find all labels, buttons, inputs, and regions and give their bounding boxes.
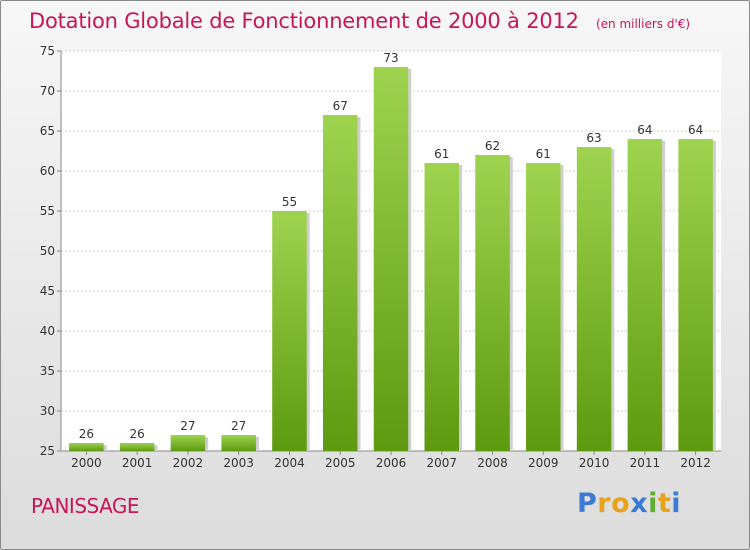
proxiti-logo[interactable]: Proxiti	[577, 488, 681, 519]
bar-layer	[69, 67, 716, 451]
x-tick-label: 2010	[579, 456, 610, 470]
logo-letter: i	[671, 488, 682, 519]
bar-2012	[678, 139, 713, 451]
value-label: 73	[383, 51, 398, 65]
y-tick-label: 50	[40, 244, 55, 258]
bar-2007	[424, 163, 460, 451]
logo-letter: x	[630, 488, 649, 519]
x-tick-label: 2011	[630, 456, 661, 470]
x-tick-label: 2002	[173, 456, 204, 470]
bar-2009	[526, 163, 561, 451]
value-label: 62	[485, 139, 500, 153]
logo-letter: t	[657, 488, 672, 519]
value-label: 64	[637, 123, 652, 137]
y-tick-label: 45	[40, 284, 55, 298]
value-label: 26	[130, 427, 145, 441]
logo-letter: r	[597, 488, 612, 519]
logo-letter: i	[648, 488, 658, 519]
value-label: 27	[231, 419, 246, 433]
bar-2010	[576, 147, 612, 451]
logo-letter: o	[611, 488, 631, 519]
y-tick-label: 55	[40, 204, 55, 218]
label-layer: 26 2000 26 2001 27 2002 27 2003 55 2004 67 2005 73 20…	[71, 51, 711, 470]
bar-2002	[170, 435, 206, 451]
bar-2004	[272, 211, 307, 451]
x-tick-label: 2007	[426, 456, 457, 470]
y-tick-label: 25	[40, 444, 55, 458]
x-tick-label: 2004	[274, 456, 305, 470]
bar-2000	[69, 443, 104, 451]
x-tick-label: 2012	[680, 456, 711, 470]
chart-unit: (en milliers d'€)	[595, 17, 691, 31]
x-tick-label: 2001	[122, 456, 153, 470]
bar-2006	[373, 67, 409, 451]
value-label: 67	[333, 99, 348, 113]
title-row: Dotation Globale de Fonctionnement de 20…	[29, 9, 690, 33]
value-label: 63	[586, 131, 601, 145]
value-label: 61	[536, 147, 551, 161]
x-tick-label: 2009	[528, 456, 559, 470]
chart-title: Dotation Globale de Fonctionnement de 20…	[29, 9, 579, 33]
y-tick-label: 30	[40, 404, 55, 418]
commune-name: PANISSAGE	[31, 494, 140, 518]
axis-layer: 25 30 35 40 45 50 55 60 65 70 75	[40, 44, 721, 458]
y-tick-label: 35	[40, 364, 55, 378]
x-tick-label: 2006	[376, 456, 407, 470]
value-label: 64	[688, 123, 703, 137]
y-tick-label: 75	[40, 44, 55, 58]
bar-2001	[119, 443, 155, 451]
bar-2008	[475, 155, 510, 451]
x-tick-label: 2003	[223, 456, 254, 470]
x-tick-label: 2000	[71, 456, 102, 470]
value-label: 61	[434, 147, 449, 161]
value-label: 27	[180, 419, 195, 433]
value-label: 26	[79, 427, 94, 441]
value-label: 55	[282, 195, 297, 209]
y-tick-label: 60	[40, 164, 55, 178]
y-tick-label: 65	[40, 124, 55, 138]
bar-2011	[627, 139, 663, 451]
y-tick-label: 70	[40, 84, 55, 98]
bar-2003	[221, 435, 256, 451]
bar-2005	[322, 115, 358, 451]
x-tick-label: 2008	[477, 456, 508, 470]
y-tick-label: 40	[40, 324, 55, 338]
x-tick-label: 2005	[325, 456, 356, 470]
logo-letter: P	[577, 488, 598, 519]
